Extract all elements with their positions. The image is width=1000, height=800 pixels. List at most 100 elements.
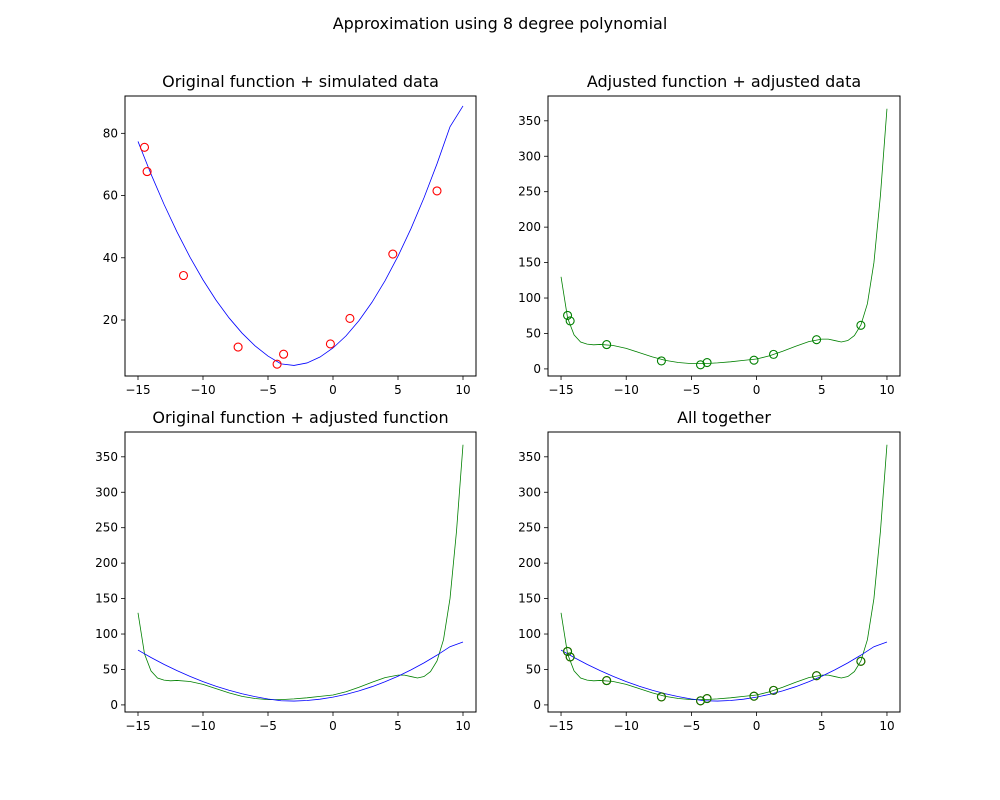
- x-tick-label: 0: [329, 383, 337, 397]
- y-tick-label: 0: [533, 362, 541, 376]
- data-point: [142, 167, 152, 177]
- plot-area: [137, 444, 464, 702]
- axes-frame: [547, 431, 901, 713]
- x-tick-label: 10: [879, 719, 894, 733]
- y-tick-label: 20: [103, 313, 118, 327]
- series-line-adjusted: [560, 444, 888, 700]
- subplot-3: Original function + adjusted function −15…: [95, 408, 477, 733]
- series-line-original: [137, 105, 464, 366]
- x-tick-label: −5: [259, 719, 277, 733]
- y-tick-label: 50: [103, 662, 118, 676]
- y-tick-label: 200: [518, 220, 541, 234]
- x-tick-label: 5: [394, 719, 402, 733]
- x-tick-label: 10: [455, 383, 470, 397]
- data-point: [812, 335, 822, 345]
- data-point: [325, 339, 335, 349]
- axes-frame: [547, 95, 901, 377]
- series-line-adjusted: [560, 108, 888, 364]
- subplot-1: Original function + simulated data −15 −10…: [103, 72, 477, 397]
- y-tick-label: 60: [103, 189, 118, 203]
- data-point: [702, 693, 712, 704]
- data-point: [695, 360, 706, 370]
- data-point: [233, 342, 243, 352]
- x-tick-label: 0: [329, 719, 337, 733]
- subplot-title: Original function + adjusted function: [152, 408, 448, 427]
- x-tick-label: 0: [753, 719, 761, 733]
- data-point: [768, 349, 779, 359]
- subplot-title: Original function + simulated data: [162, 72, 439, 91]
- x-tick-label: 10: [879, 383, 894, 397]
- data-point: [656, 692, 666, 702]
- x-tick-label: −10: [614, 719, 639, 733]
- y-tick-label: 250: [518, 185, 541, 199]
- y-tick-label: 0: [110, 698, 118, 712]
- x-tick-label: 5: [818, 383, 826, 397]
- data-point: [856, 320, 866, 330]
- data-point: [695, 696, 706, 706]
- y-tick-label: 100: [518, 291, 541, 305]
- y-tick-label: 50: [526, 662, 541, 676]
- y-tick-label: 100: [518, 627, 541, 641]
- data-point: [812, 671, 822, 681]
- y-tick-label: 50: [526, 326, 541, 340]
- y-tick-label: 150: [518, 592, 541, 606]
- subplots-grid: Original function + simulated data −15 −10…: [95, 72, 901, 733]
- data-point: [563, 310, 573, 320]
- y-tick-label: 350: [518, 450, 541, 464]
- figure-title: Approximation using 8 degree polynomial: [333, 14, 668, 33]
- x-tick-label: −15: [548, 383, 573, 397]
- data-point: [345, 313, 355, 323]
- y-tick-label: 80: [103, 126, 118, 140]
- x-tick-label: −5: [683, 719, 701, 733]
- y-tick-label: 200: [95, 556, 118, 570]
- y-tick-label: 300: [95, 485, 118, 499]
- data-point: [563, 646, 573, 656]
- data-point: [856, 656, 866, 666]
- data-point: [388, 249, 398, 259]
- y-tick-label: 200: [518, 556, 541, 570]
- subplot-2: Adjusted function + adjusted data −15 −10 −…: [518, 72, 901, 397]
- x-tick-label: −5: [259, 383, 277, 397]
- y-tick-label: 150: [95, 592, 118, 606]
- y-tick-label: 40: [103, 251, 118, 265]
- y-tick-label: 300: [518, 149, 541, 163]
- y-tick-label: 350: [518, 114, 541, 128]
- data-point: [565, 652, 575, 662]
- data-point: [432, 186, 442, 196]
- y-tick-label: 300: [518, 485, 541, 499]
- plot-area: [560, 108, 888, 370]
- series-line-adjusted: [137, 444, 464, 700]
- x-tick-label: 10: [455, 719, 470, 733]
- x-tick-label: 5: [394, 383, 402, 397]
- x-tick-label: 0: [753, 383, 761, 397]
- data-point: [749, 691, 759, 701]
- data-point: [279, 349, 289, 359]
- y-tick-label: 0: [533, 698, 541, 712]
- data-point: [749, 355, 759, 365]
- data-point: [768, 685, 779, 695]
- x-tick-label: −5: [683, 383, 701, 397]
- plot-area: [560, 444, 888, 706]
- y-tick-label: 350: [95, 450, 118, 464]
- data-point: [702, 357, 712, 368]
- axes-frame: [124, 95, 477, 377]
- series-line-original: [560, 641, 888, 702]
- series-line-original: [137, 641, 464, 702]
- data-point: [656, 356, 666, 366]
- data-point: [139, 142, 150, 152]
- x-tick-label: −10: [190, 383, 215, 397]
- x-tick-label: −10: [614, 383, 639, 397]
- subplot-title: All together: [677, 408, 771, 427]
- data-point: [565, 316, 575, 326]
- x-tick-label: −15: [548, 719, 573, 733]
- x-tick-label: −10: [190, 719, 215, 733]
- data-point: [602, 340, 612, 350]
- subplot-title: Adjusted function + adjusted data: [587, 72, 861, 91]
- x-tick-label: −15: [125, 383, 150, 397]
- y-tick-label: 150: [518, 256, 541, 270]
- data-point: [602, 676, 612, 686]
- y-tick-label: 250: [95, 521, 118, 535]
- y-tick-label: 250: [518, 521, 541, 535]
- axes-frame: [124, 431, 477, 713]
